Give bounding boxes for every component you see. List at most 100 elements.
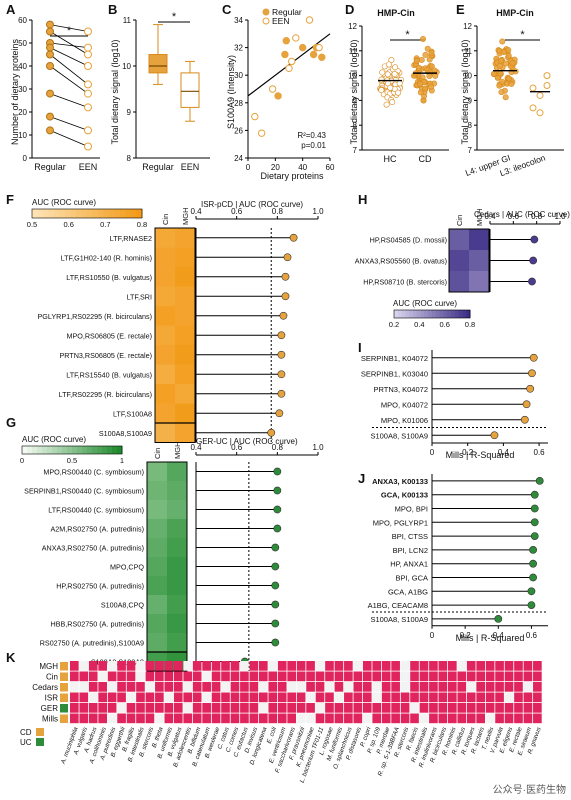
panel-f-heat-cell: [175, 228, 195, 248]
panel-k-cell: [466, 703, 476, 713]
panel-k-cell: [410, 671, 419, 682]
panel-i-row-label: S100A8, S100A9: [370, 431, 428, 440]
panel-k-cell: [362, 661, 372, 671]
panel-d-letter: D: [345, 2, 354, 17]
panel-k-cell: [287, 671, 296, 682]
panel-k-cell: [391, 661, 400, 671]
panel-c-legend-label: EEN: [272, 16, 289, 26]
panel-f-colorbar-segment: [43, 209, 49, 218]
panel-h-axis-title: Cedars | AUC (ROC curve): [474, 210, 570, 219]
panel-j: J Mills | R-Squared 0 0.2 0.4 0.6 ANXA3, K00…: [358, 471, 548, 643]
panel-e-point: [497, 70, 504, 77]
panel-k-cell: [381, 661, 391, 671]
panel-a-point-regular: [46, 20, 54, 29]
panel-k-legend-label: CD: [20, 728, 32, 737]
panel-k-cell: [173, 661, 183, 671]
panel-c-point-een: [268, 85, 277, 93]
panel-d-point: [413, 57, 420, 64]
panel-j-dot: [535, 476, 544, 485]
panel-k-cell: [315, 671, 325, 682]
panel-a-pair-line: [49, 130, 89, 147]
panel-e-point: [500, 48, 507, 55]
panel-f-heat-cell: [155, 286, 175, 306]
panel-k-cell: [362, 703, 372, 713]
panel-k-cell: [259, 703, 268, 713]
panel-k-cell: [155, 661, 164, 671]
panel-a-y-tick-label: 60: [18, 16, 27, 25]
panel-g-colorbar-segment: [22, 446, 28, 454]
panel-k-cell: [183, 661, 193, 671]
panel-h-colorbar-segment: [416, 310, 422, 318]
panel-h-colorbar-label: 0.2: [389, 320, 399, 329]
panel-k-cell: [202, 692, 211, 703]
panel-k-cell: [98, 692, 107, 703]
panel-i-dot: [526, 384, 535, 393]
panel-k-cell: [306, 671, 315, 682]
panel-k-row-group-swatch: [60, 683, 68, 692]
panel-k-cell: [504, 703, 514, 713]
panel-k-cell: [296, 703, 306, 713]
panel-a-x-tick-label: EEN: [79, 162, 98, 172]
panel-f-heat-cell: [175, 423, 195, 443]
panel-g-heat-border: [146, 461, 188, 672]
panel-k-cell: [70, 703, 79, 713]
panel-k-cell: [79, 713, 89, 724]
panel-k-cell: [523, 692, 533, 703]
panel-k-cell: [230, 692, 240, 703]
panel-a-plot: 0 10 20 30 40 50 60 Regular EEN *: [18, 16, 100, 172]
panel-k-legend-label: UC: [20, 738, 32, 747]
panel-h-colorbar-segment: [420, 310, 425, 318]
panel-h-colorbar-segment: [401, 310, 406, 318]
panel-k-cell: [117, 703, 126, 713]
panel-f-heat-cell: [175, 325, 195, 345]
panel-k-cell: [306, 661, 315, 671]
panel-h-col-label: MGH: [475, 209, 484, 227]
panel-g-dot: [273, 467, 282, 476]
panel-f-heat-cell: [175, 384, 195, 404]
panel-f-dot: [281, 292, 290, 301]
panel-k-cell: [533, 682, 542, 692]
panel-g-x-tick-label: 0.8: [272, 443, 284, 452]
panel-k-cell: [353, 682, 363, 692]
panel-j-row-label: BPI, GCA: [395, 574, 428, 583]
panel-k-cell: [306, 703, 315, 713]
panel-g-colorbar-segment: [37, 446, 43, 454]
panel-h-colorbar-segment: [413, 310, 418, 318]
panel-c-x-tick-label: 0: [246, 163, 251, 172]
panel-k-row-label: MGH: [39, 662, 58, 671]
panel-e-ylabel: Total dietary signal (log10): [460, 39, 470, 144]
panel-f-colorbar-label: 0.7: [100, 220, 110, 229]
panel-k-cell: [107, 682, 117, 692]
panel-g-row-label: RS02750 (A. putredinis),S100A9: [40, 639, 144, 648]
panel-k-cell: [249, 671, 259, 682]
panel-k-cell: [353, 671, 363, 682]
panel-g-colorbar-segment: [62, 446, 68, 454]
panel-h-heat-cell: [469, 250, 489, 271]
panel-i-dot: [520, 415, 529, 424]
panel-h-colorbar-segment: [466, 310, 471, 318]
panel-k-cell: [88, 703, 98, 713]
panel-b-box: [180, 72, 200, 108]
panel-j-row-label: ANXA3, K00133: [372, 477, 428, 486]
panel-k-cell: [192, 713, 202, 724]
panel-k-cell: [334, 671, 344, 682]
panel-c: C S100A9 (Intensity) Dietary proteins 24…: [222, 2, 335, 181]
panel-k-cell: [533, 671, 542, 682]
panel-f-heat-cell: [175, 403, 195, 423]
panel-c-y-tick-label: 34: [234, 16, 243, 25]
panel-k-cell: [277, 703, 287, 713]
panel-k-cell: [495, 713, 504, 724]
panel-e-point: [509, 60, 516, 67]
panel-k-cell: [391, 713, 400, 724]
panel-j-row-label: MPO, PGLYRP1: [373, 518, 428, 527]
panel-k-cell: [221, 713, 230, 724]
panel-k-cell: [202, 682, 211, 692]
panel-k-row-group-swatch: [60, 672, 68, 681]
panel-j-x-tick-label: 0.4: [493, 631, 505, 640]
panel-c-point-regular: [282, 37, 290, 45]
panel-d-x-tick-label: HC: [384, 154, 397, 164]
panel-k-cell: [249, 713, 259, 724]
panel-e-point: [496, 62, 503, 69]
panel-k-cell: [173, 692, 183, 703]
panel-c-r2: R²=0.43: [297, 131, 326, 140]
